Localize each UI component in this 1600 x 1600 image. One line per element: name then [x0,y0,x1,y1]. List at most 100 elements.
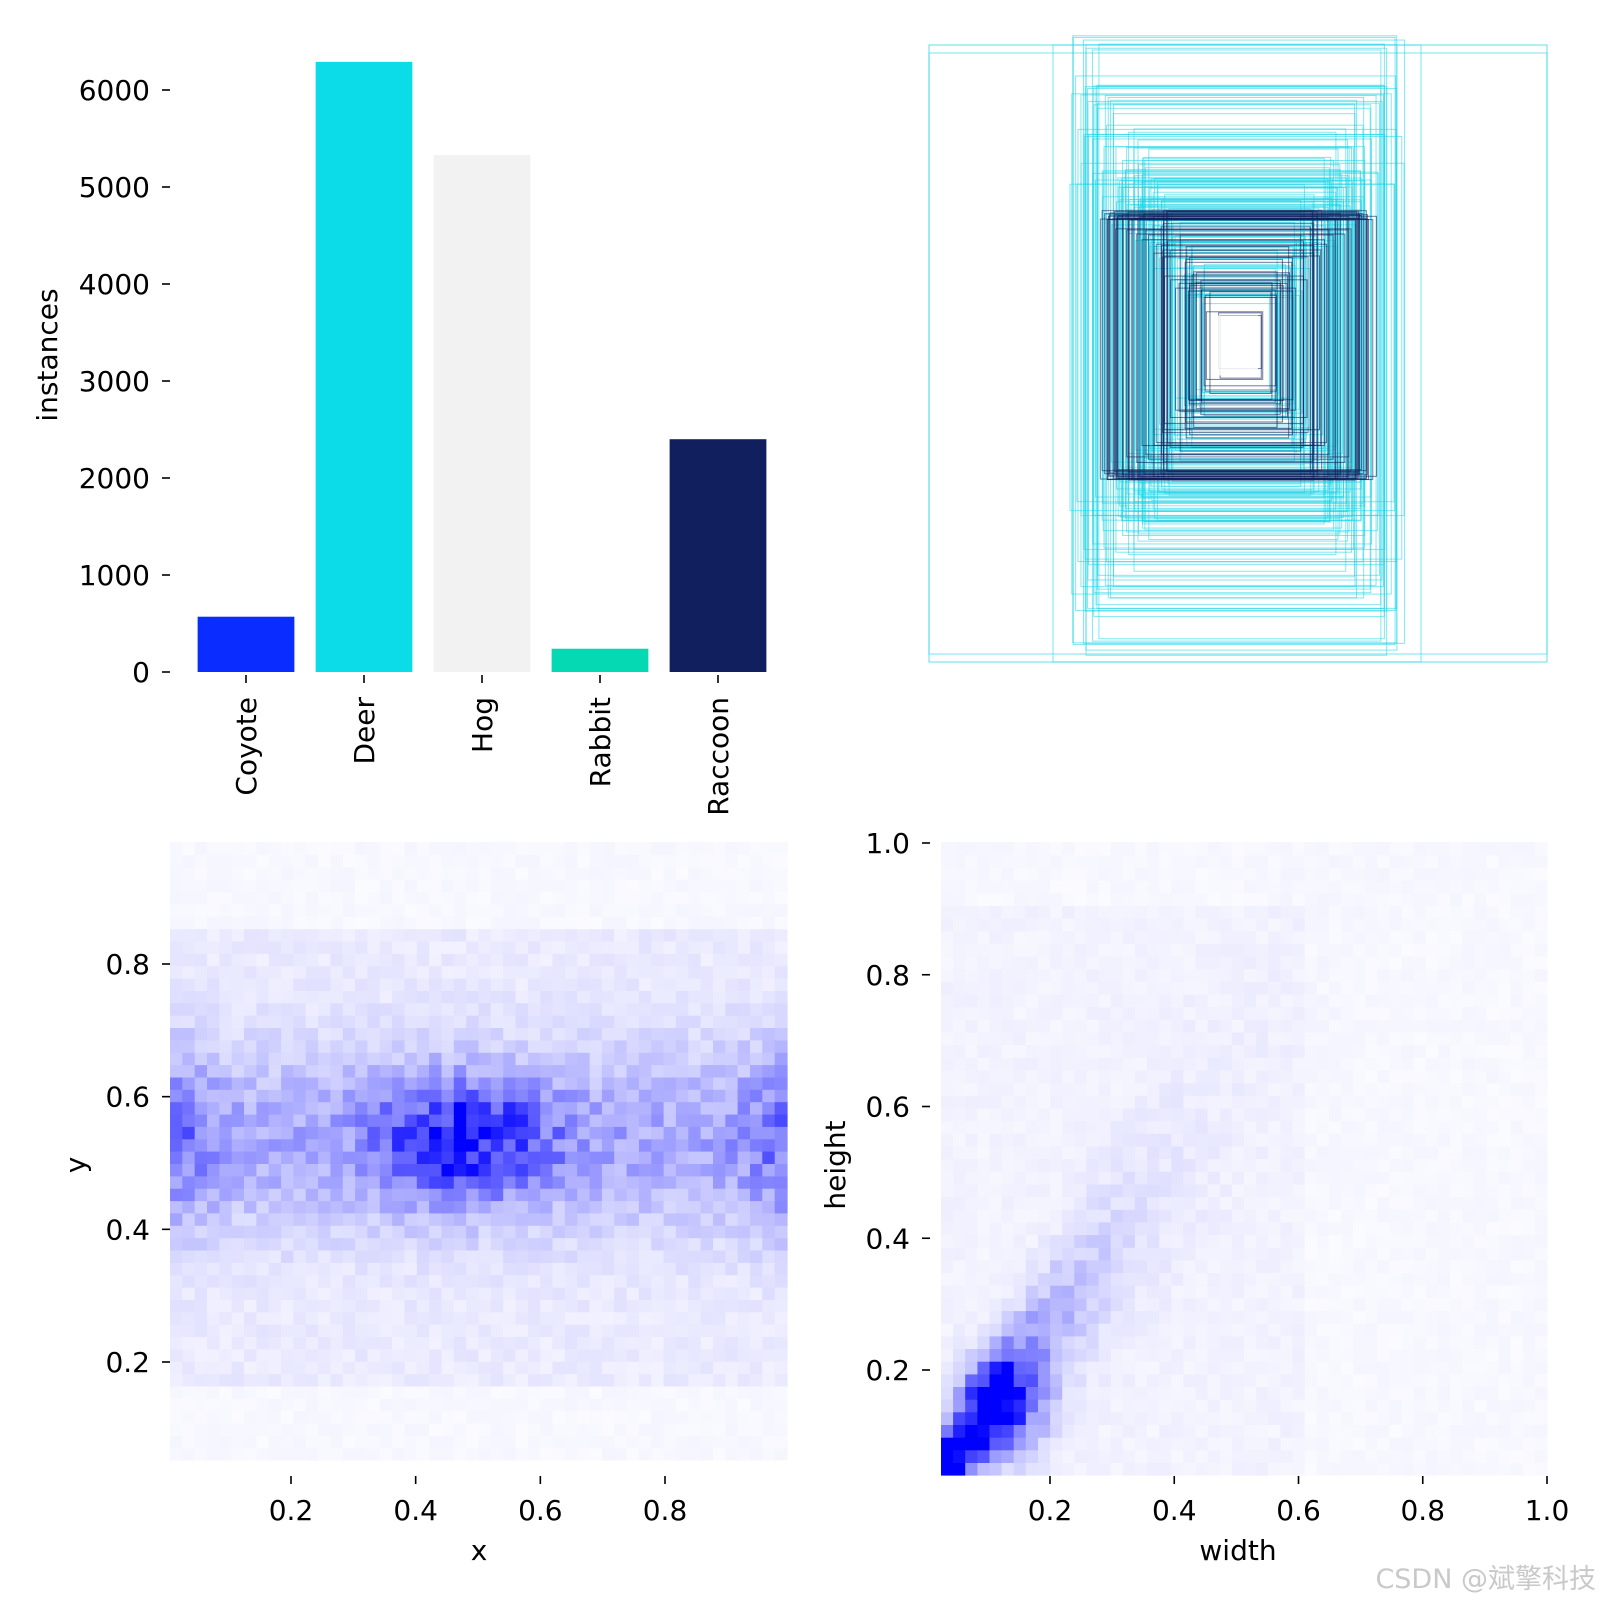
heatmap-cell [194,854,208,868]
heatmap-cell [675,1064,689,1078]
heatmap-cell [256,842,270,855]
heatmap-cell [1038,1006,1051,1020]
heatmap-cell [1110,1145,1124,1160]
heatmap-cell [577,1373,591,1387]
heatmap-cell [330,1237,344,1251]
heatmap-cell [651,1064,665,1078]
heatmap-cell [392,1052,405,1066]
heatmap-cell [750,842,763,855]
heatmap-cell [552,1262,566,1276]
heatmap-cell [1183,1120,1197,1134]
heatmap-cell [1292,1285,1306,1299]
heatmap-cell [379,1225,393,1239]
heatmap-cell [688,879,702,893]
heatmap-cell [194,1225,208,1239]
heatmap-cell [453,1052,467,1066]
heatmap-cell [527,1113,541,1127]
heatmap-cell [1365,1031,1378,1046]
heatmap-cell [355,916,368,930]
heatmap-cell [182,1126,196,1140]
heatmap-cell [688,891,702,905]
heatmap-cell [1038,1411,1051,1425]
heatmap-cell [1098,993,1112,1008]
heatmap-cell [318,1064,331,1078]
heatmap-cell [1038,1057,1051,1071]
heatmap-cell [1098,1183,1112,1198]
heatmap-cell [1013,1107,1027,1122]
heatmap-cell [293,1212,307,1226]
heatmap-cell [750,879,763,893]
heatmap-cell [1328,943,1342,957]
heatmap-cell [1207,1259,1221,1274]
heatmap-cell [762,866,776,880]
heatmap-cell [1280,955,1294,970]
heatmap-cell [379,1262,393,1276]
heatmap-cell [453,1138,467,1152]
heatmap-cell [1050,1057,1063,1071]
heatmap-cell [1207,1069,1221,1084]
heatmap-cell [379,965,393,979]
heatmap-cell [1122,1323,1136,1337]
heatmap-cell [552,1373,566,1387]
heatmap-cell [1110,1095,1124,1109]
heatmap-cell [965,892,978,906]
heatmap-cell [540,891,554,905]
heatmap-cell [614,1064,628,1078]
heatmap-cell [1244,1019,1257,1033]
heatmap-cell [1183,1196,1197,1210]
heatmap-cell [1389,842,1403,856]
heatmap-cell [281,1126,294,1140]
heatmap-cell [1001,1095,1015,1109]
heatmap-cell [268,1287,282,1300]
heatmap-cell [527,953,541,967]
heatmap-cell [527,990,541,1004]
heatmap-cell [1001,1399,1015,1413]
heatmap-cell [503,1027,517,1041]
heatmap-cell [1134,1133,1148,1147]
heatmap-cell [1207,1006,1221,1020]
heatmap-cell [1365,1323,1378,1337]
heatmap-cell [1341,1361,1354,1375]
heatmap-cell [170,903,183,917]
heatmap-cell [404,1126,418,1140]
heatmap-cell [1244,981,1257,995]
heatmap-cell [601,891,615,905]
heatmap-cell [1207,1234,1221,1248]
heatmap-cell [478,1138,492,1152]
heatmap-cell [651,916,665,930]
heatmap-cell [1001,1044,1015,1058]
box-outline [1200,279,1281,416]
heatmap-cell [1134,1031,1148,1046]
heatmap-cell [577,1348,591,1362]
heatmap-cell [256,978,270,991]
heatmap-cell [1195,1272,1209,1286]
heatmap-cell [713,1262,726,1276]
heatmap-cell [207,1163,220,1177]
heatmap-cell [1183,1335,1197,1349]
heatmap-cell [552,928,566,942]
heatmap-cell [1462,1259,1475,1274]
heatmap-cell [194,1361,208,1375]
heatmap-cell [1437,1437,1451,1451]
heatmap-cell [1328,1373,1342,1387]
heatmap-cell [762,1138,776,1152]
heatmap-cell [663,1163,677,1177]
heatmap-cell [663,965,677,979]
heatmap-cell [182,903,196,917]
heatmap-cell [1389,1006,1403,1020]
heatmap-cell [453,1002,467,1016]
heatmap-cell [231,1311,245,1325]
heatmap-cell [1122,854,1136,868]
heatmap-cell [626,866,640,880]
heatmap-cell [1219,981,1233,995]
heatmap-cell [1086,880,1100,894]
heatmap-cell [429,1200,442,1214]
heatmap-cell [601,1422,615,1436]
heatmap-cell [1171,1044,1184,1058]
heatmap-cell [1110,981,1124,995]
heatmap-cell [1341,1310,1354,1324]
heatmap-cell [675,1324,689,1337]
heatmap-cell [305,1064,319,1078]
heatmap-cell [1195,1069,1209,1084]
heatmap-cell [1377,1044,1390,1058]
